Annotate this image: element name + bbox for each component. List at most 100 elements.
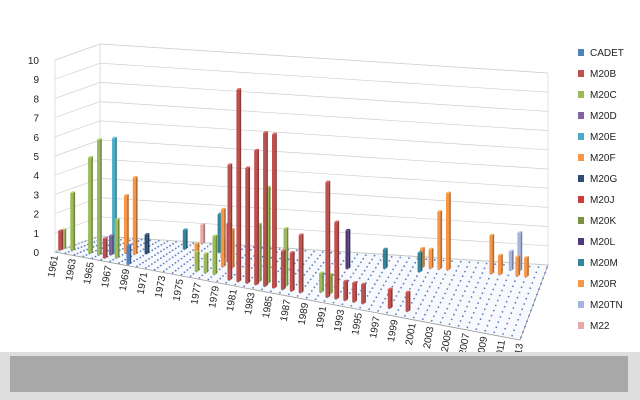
x-tick: 1961	[46, 254, 61, 278]
bar-side	[135, 176, 138, 255]
floor-dot	[516, 296, 519, 299]
bar-side	[197, 250, 200, 272]
floor-dot	[455, 269, 458, 272]
floor-dot	[477, 323, 480, 325]
floor-dot	[479, 297, 482, 300]
chart-legend: CADET M20B M20C M20D M20E M20F M20G M20J M20K M20…	[578, 48, 624, 332]
floor-dot	[513, 329, 515, 332]
bar-front	[217, 214, 221, 253]
floor-dot	[453, 274, 455, 277]
chart-area: 0 1 2 3 4 5 6 7 8 9 10 1961 1963 1965 1967 1969 1971 197…	[27, 43, 624, 352]
floor-dot	[409, 288, 411, 290]
floor-dot	[166, 246, 168, 249]
floor-dot	[457, 265, 460, 268]
legend-swatch	[578, 133, 584, 140]
floor-dot	[279, 257, 281, 260]
floor-dot	[517, 318, 519, 321]
bar-top	[428, 247, 434, 250]
bar-front	[280, 251, 285, 290]
floor-dot	[200, 257, 203, 260]
x-tick-label: 1993	[332, 308, 347, 332]
bar-front	[515, 256, 519, 277]
floor-dot	[323, 272, 326, 275]
x-tick: 1979	[207, 285, 222, 309]
floor-dot	[171, 264, 174, 266]
bar-top	[405, 290, 411, 293]
x-tick-label: 1997	[368, 315, 383, 339]
bar-M20F-1978	[220, 207, 226, 267]
floor-dot	[175, 241, 177, 243]
floor-dot	[477, 262, 479, 264]
floor-dot	[392, 268, 394, 271]
bar-side	[232, 228, 235, 269]
bar-top	[200, 222, 206, 225]
bar-M20B-2000	[405, 290, 411, 312]
bar-M20R-2011	[524, 256, 529, 277]
bar-side	[224, 207, 226, 267]
floor-dot	[332, 301, 335, 304]
floor-dot	[174, 261, 177, 264]
bar-top	[88, 156, 93, 158]
floor-dot	[79, 251, 82, 254]
floor-dot	[348, 292, 351, 294]
footer-bar	[10, 356, 628, 392]
floor-dot	[340, 290, 342, 293]
floor-dot	[270, 256, 273, 259]
floor-dot	[483, 287, 486, 290]
floor-dot	[523, 303, 526, 305]
floor-dot	[233, 273, 236, 276]
x-tick-label: 2001	[404, 322, 419, 346]
x-tick-label: 2003	[422, 325, 437, 349]
bar-front	[387, 289, 391, 309]
bar-side	[408, 290, 411, 312]
floor-dot	[450, 279, 453, 281]
floor-dot	[177, 252, 180, 255]
x-tick-label: 1967	[100, 264, 115, 288]
floor-dot	[218, 268, 221, 271]
floor-dot	[166, 240, 169, 243]
bar-M20L-1991	[345, 228, 351, 269]
floor-dot	[139, 256, 142, 259]
bar-M20R-2001	[437, 210, 443, 270]
bar-M20C-1964	[88, 156, 93, 254]
y-tick-label: 4	[33, 171, 39, 182]
floor-dot	[395, 313, 397, 316]
floor-dot	[198, 277, 201, 279]
bar-side	[390, 287, 393, 309]
floor-dot	[250, 257, 253, 260]
bar-top	[345, 228, 351, 231]
floor-dot	[402, 300, 404, 303]
bar-M20B-1993	[343, 279, 349, 301]
floor-dot	[507, 295, 510, 298]
floor-dot	[370, 274, 372, 277]
bar-M22-1973	[200, 222, 206, 244]
floor-dot	[444, 273, 447, 276]
floor-dot	[159, 264, 162, 267]
floor-dot	[296, 259, 299, 262]
bar-side	[239, 88, 242, 282]
y-tick-label: 2	[33, 210, 39, 221]
floor-dot	[514, 280, 516, 283]
x-tick-label: 2011	[493, 339, 508, 352]
floor-dot	[310, 290, 313, 292]
floor-dot	[341, 303, 344, 306]
floor-dot	[422, 299, 424, 301]
floor-dot	[162, 255, 165, 258]
floor-dot	[361, 273, 363, 276]
floor-dot	[521, 308, 524, 311]
floor-dot	[450, 298, 453, 301]
floor-dot	[192, 242, 195, 245]
floor-dot	[219, 277, 222, 280]
floor-dot	[481, 292, 484, 295]
floor-dot	[120, 238, 122, 241]
floor-dot	[356, 253, 359, 256]
floor-dot	[505, 300, 508, 303]
bar-M20C-1990	[319, 271, 324, 293]
floor-dot	[177, 267, 180, 270]
x-tick: 1965	[82, 261, 97, 285]
floor-dot	[314, 298, 317, 301]
bar-M20B-1998	[387, 287, 393, 309]
floor-dot	[313, 286, 316, 289]
floor-dot	[174, 269, 177, 272]
floor-dot	[156, 259, 159, 261]
